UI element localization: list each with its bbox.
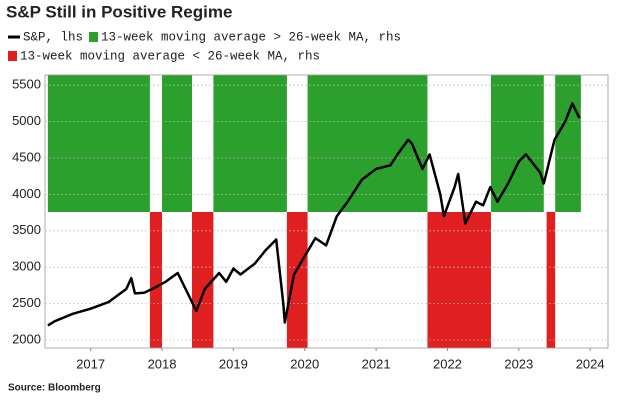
x-tick-label: 2018 <box>148 356 177 371</box>
x-tick-label: 2024 <box>576 356 605 371</box>
legend-label: 13-week moving average > 26-week MA, rhs <box>101 30 401 44</box>
series-line <box>47 102 581 327</box>
legend-label: S&P, lhs <box>23 30 83 44</box>
x-tick-label: 2020 <box>290 356 319 371</box>
regime-band <box>555 75 581 212</box>
regime-band <box>149 212 163 348</box>
y-tick-label: 2000 <box>12 331 41 346</box>
regime-band <box>213 75 287 212</box>
x-tick-label: 2019 <box>219 356 248 371</box>
legend-label: 13-week moving average < 26-week MA, rhs <box>20 49 320 63</box>
x-tick-label: 2023 <box>504 356 533 371</box>
x-tick-label: 2022 <box>433 356 462 371</box>
regime-band <box>490 75 544 212</box>
regime-band <box>427 212 491 348</box>
legend-swatch <box>8 51 17 61</box>
source: Source: Bloomberg <box>8 383 101 394</box>
regime-band <box>162 75 192 212</box>
y-tick-label: 4500 <box>12 149 41 164</box>
x-tick-label: 2021 <box>362 356 391 371</box>
x-tick-label: 2017 <box>76 356 105 371</box>
legend-swatch <box>89 32 98 42</box>
regime-band <box>286 212 308 348</box>
y-tick-label: 4000 <box>12 186 41 201</box>
y-tick-label: 5000 <box>12 113 41 128</box>
regime-band <box>191 212 214 348</box>
plot-frame <box>44 74 609 349</box>
y-tick-label: 2500 <box>12 295 41 310</box>
y-tick-label: 3500 <box>12 222 41 237</box>
regime-band <box>307 75 428 212</box>
y-tick-label: 5500 <box>12 77 41 92</box>
chart-title: S&P Still in Positive Regime <box>6 2 232 21</box>
regime-band <box>47 75 150 212</box>
y-tick-label: 3000 <box>12 259 41 274</box>
regime-band <box>546 212 556 348</box>
